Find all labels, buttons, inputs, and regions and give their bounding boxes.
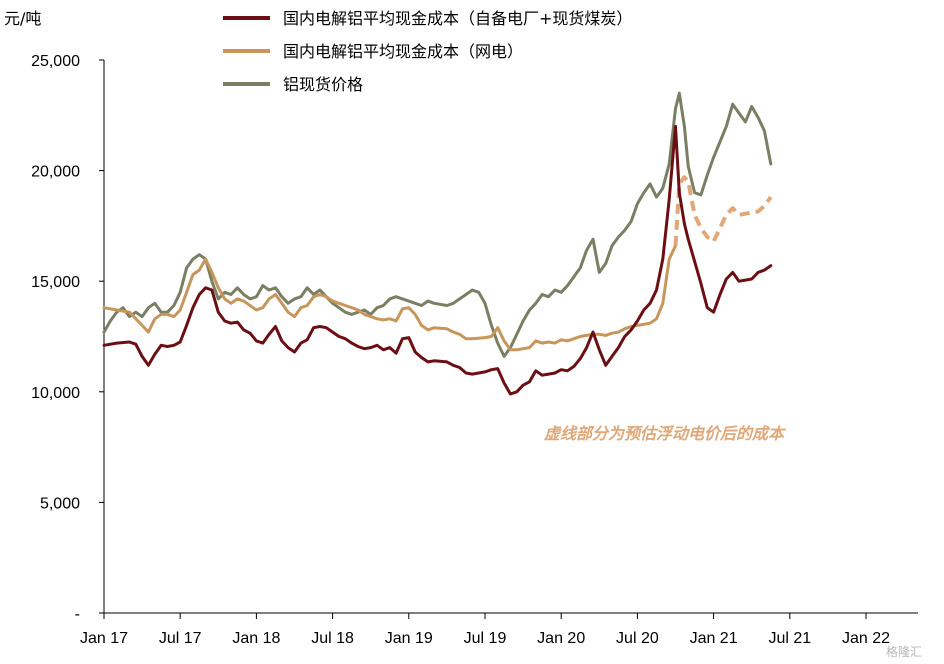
legend-label: 国内电解铝平均现金成本（自备电厂+现货煤炭） [283, 9, 632, 28]
y-tick-label: 25,000 [31, 53, 80, 70]
y-axis-unit-label: 元/吨 [4, 9, 41, 28]
self-power-cost-line [102, 124, 773, 396]
x-tick-label: Jan 18 [232, 630, 280, 647]
y-axis: - 5,000 10,000 15,000 20,000 25,000 [31, 53, 105, 623]
x-tick-label: Jul 17 [159, 630, 202, 647]
legend-label: 铝现货价格 [283, 75, 363, 94]
x-tick-label: Jan 19 [385, 630, 433, 647]
x-tick-label: Jan 20 [537, 630, 585, 647]
legend: 国内电解铝平均现金成本（自备电厂+现货煤炭） 国内电解铝平均现金成本（网电） 铝现货… [223, 9, 632, 94]
y-tick-label: 5,000 [40, 495, 80, 512]
spot-price-line [102, 91, 773, 358]
y-tick-label: - [75, 606, 80, 623]
dashed-line-annotation: 虚线部分为预估浮动电价后的成本 [543, 424, 786, 443]
legend-label: 国内电解铝平均现金成本（网电） [283, 42, 523, 61]
x-tick-label: Jan 17 [80, 630, 128, 647]
grid-power-cost-line [102, 244, 677, 352]
series-layer [102, 91, 773, 396]
x-tick-label: Jul 18 [311, 630, 354, 647]
grid-power-cost-line-dashed [673, 175, 773, 246]
x-tick-label: Jul 21 [768, 630, 811, 647]
x-tick-label: Jul 20 [616, 630, 659, 647]
watermark-logo: 格隆汇 [886, 644, 922, 659]
y-tick-label: 20,000 [31, 164, 80, 181]
y-tick-label: 10,000 [31, 385, 80, 402]
x-tick-label: Jan 21 [690, 630, 738, 647]
x-tick-label: Jul 19 [464, 630, 507, 647]
x-axis: Jan 17 Jul 17 Jan 18 Jul 18 Jan 19 Jul 19 Jan … [80, 612, 918, 647]
x-tick-label: Jan 22 [842, 630, 890, 647]
y-tick-label: 15,000 [31, 274, 80, 291]
